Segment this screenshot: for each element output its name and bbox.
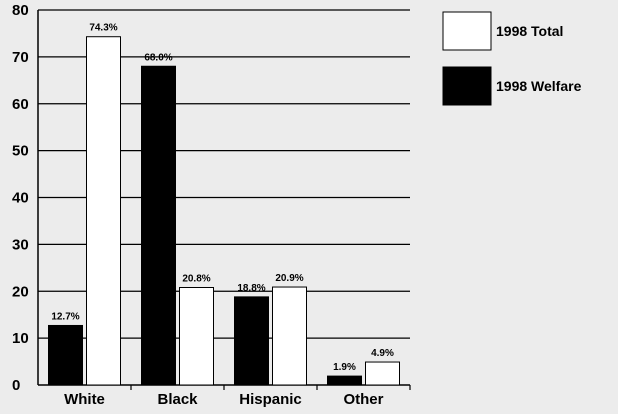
x-category-label: Black — [157, 391, 198, 408]
bar-1998-total-white — [86, 36, 121, 386]
legend-swatch-1998-total — [442, 11, 492, 51]
y-tick-label: 40 — [12, 190, 29, 207]
legend-swatch-1998-welfare — [442, 66, 492, 106]
data-label: 68.0% — [144, 52, 172, 63]
data-label: 20.8% — [182, 274, 210, 285]
y-tick-label: 0 — [12, 377, 20, 394]
x-category-label: Other — [343, 391, 383, 408]
bar-1998-total-hispanic — [272, 286, 307, 386]
bar-1998-total-black — [179, 287, 214, 386]
x-category-label: White — [64, 391, 105, 408]
y-tick-label: 80 — [12, 2, 29, 19]
legend-label: 1998 Welfare — [496, 78, 582, 94]
y-tick-label: 20 — [12, 283, 29, 300]
data-label: 12.7% — [51, 311, 79, 322]
y-tick-label: 10 — [12, 330, 29, 347]
bar-1998-welfare-white — [48, 324, 83, 386]
legend-label: 1998 Total — [496, 23, 563, 39]
data-label: 1.9% — [333, 362, 356, 373]
y-tick-label: 60 — [12, 96, 29, 113]
data-labels: 12.7% 74.3% 68.0% 20.8% 18.8% 20.9% 1.9% 4.9% — [51, 23, 394, 373]
y-tick-label: 70 — [12, 49, 29, 66]
data-label: 18.8% — [237, 283, 265, 294]
y-tick-label: 30 — [12, 236, 29, 253]
bar-1998-welfare-hispanic — [234, 296, 269, 386]
legend: 1998 Total 1998 Welfare — [442, 11, 582, 106]
bars — [48, 36, 400, 386]
bar-1998-welfare-other — [327, 375, 362, 386]
data-label: 20.9% — [275, 273, 303, 284]
data-label: 74.3% — [89, 23, 117, 34]
data-label: 4.9% — [371, 348, 394, 359]
bar-1998-total-other — [365, 361, 400, 386]
bar-1998-welfare-black — [141, 65, 176, 386]
y-tick-label: 50 — [12, 143, 29, 160]
x-category-label: Hispanic — [239, 391, 302, 408]
